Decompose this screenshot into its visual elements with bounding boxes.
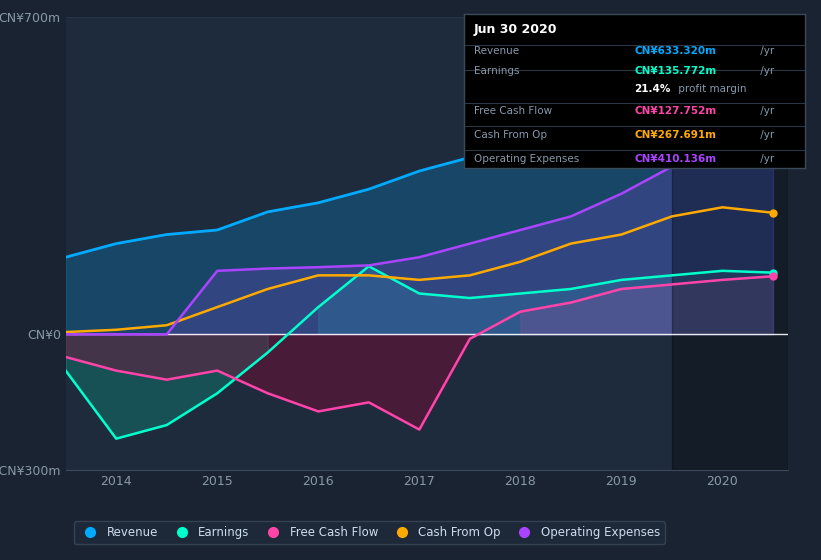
Text: /yr: /yr xyxy=(757,130,774,140)
Text: 21.4%: 21.4% xyxy=(635,84,671,94)
Legend: Revenue, Earnings, Free Cash Flow, Cash From Op, Operating Expenses: Revenue, Earnings, Free Cash Flow, Cash … xyxy=(74,521,665,544)
Text: /yr: /yr xyxy=(757,46,774,57)
Text: CN¥633.320m: CN¥633.320m xyxy=(635,46,716,57)
Text: /yr: /yr xyxy=(757,154,774,164)
Text: CN¥135.772m: CN¥135.772m xyxy=(635,66,717,76)
Text: Jun 30 2020: Jun 30 2020 xyxy=(474,24,557,36)
Text: CN¥410.136m: CN¥410.136m xyxy=(635,154,717,164)
Text: Operating Expenses: Operating Expenses xyxy=(474,154,580,164)
Text: profit margin: profit margin xyxy=(675,84,746,94)
Text: Revenue: Revenue xyxy=(474,46,519,57)
Text: Earnings: Earnings xyxy=(474,66,520,76)
Text: /yr: /yr xyxy=(757,106,774,116)
Text: CN¥267.691m: CN¥267.691m xyxy=(635,130,716,140)
Text: Cash From Op: Cash From Op xyxy=(474,130,547,140)
Text: Free Cash Flow: Free Cash Flow xyxy=(474,106,553,116)
Text: CN¥127.752m: CN¥127.752m xyxy=(635,106,717,116)
Bar xyxy=(672,17,788,470)
Text: /yr: /yr xyxy=(757,66,774,76)
